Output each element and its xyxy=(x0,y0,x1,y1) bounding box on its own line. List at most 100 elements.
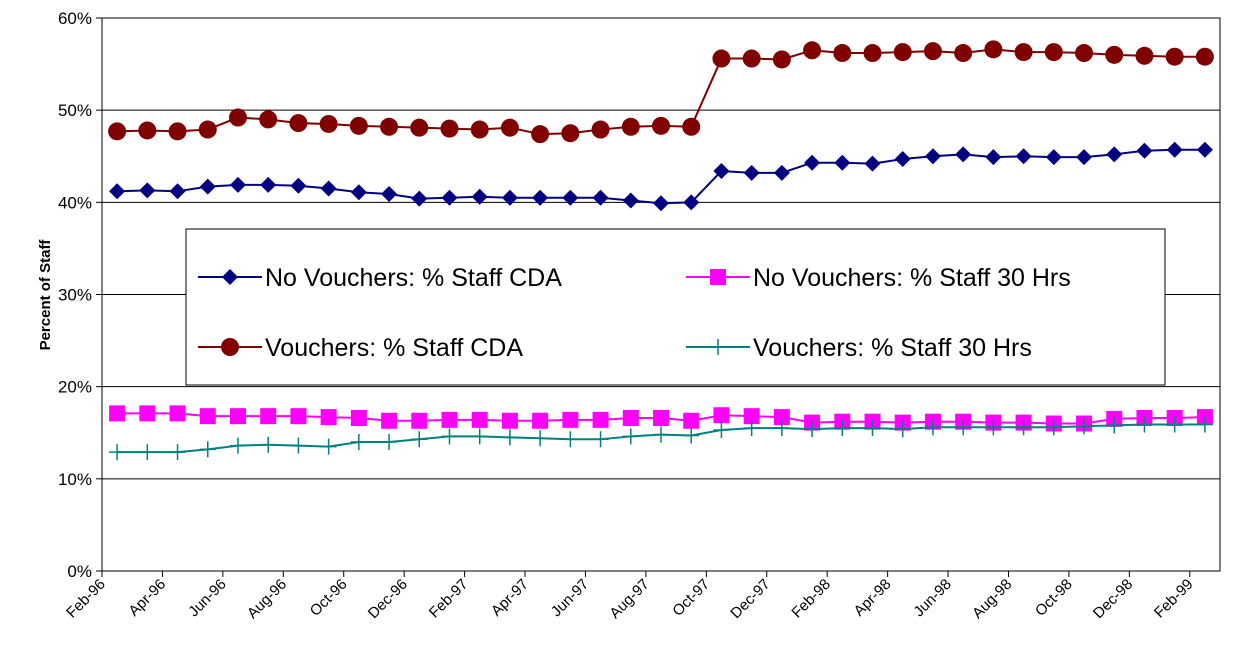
data-point xyxy=(772,50,791,69)
data-point xyxy=(985,149,1002,166)
data-point xyxy=(1044,43,1063,62)
data-point xyxy=(169,405,186,422)
x-tick-label: Feb-98 xyxy=(788,576,834,622)
data-point xyxy=(1196,416,1213,433)
data-point xyxy=(1014,43,1033,62)
data-point xyxy=(500,118,519,137)
data-point xyxy=(381,412,398,429)
data-point xyxy=(622,192,639,209)
data-point xyxy=(1165,47,1184,66)
data-point xyxy=(532,189,549,206)
data-point xyxy=(138,121,157,140)
data-point xyxy=(743,164,760,181)
data-point xyxy=(470,120,489,139)
data-point xyxy=(954,44,973,63)
data-point xyxy=(471,188,488,205)
data-point xyxy=(471,428,488,445)
data-point xyxy=(923,42,942,61)
y-tick-label: 60% xyxy=(58,9,92,28)
data-point xyxy=(260,176,277,193)
data-point xyxy=(984,40,1003,59)
data-point xyxy=(893,43,912,62)
data-point xyxy=(1136,416,1153,433)
data-point xyxy=(290,437,307,454)
data-point xyxy=(924,419,941,436)
data-point xyxy=(562,189,579,206)
data-point xyxy=(350,433,367,450)
data-point xyxy=(683,427,700,444)
data-point xyxy=(1105,45,1124,64)
x-tick-label: Feb-96 xyxy=(63,576,109,622)
legend-label: Vouchers: % Staff CDA xyxy=(265,334,523,362)
data-point xyxy=(1136,142,1153,159)
x-tick-label: Apr-98 xyxy=(851,576,895,620)
data-point xyxy=(501,189,518,206)
data-point xyxy=(864,420,881,437)
data-point xyxy=(441,428,458,445)
data-point xyxy=(411,190,428,207)
x-tick-label: Apr-96 xyxy=(125,576,169,620)
data-point xyxy=(501,429,518,446)
data-point xyxy=(591,120,610,139)
data-point xyxy=(441,189,458,206)
data-point xyxy=(228,108,247,127)
x-tick-label: Jun-98 xyxy=(910,576,954,620)
data-point xyxy=(1166,141,1183,158)
data-point xyxy=(622,410,639,427)
data-point xyxy=(1015,419,1032,436)
y-tick-label: 30% xyxy=(58,286,92,305)
data-point xyxy=(532,412,549,429)
data-point xyxy=(168,122,187,141)
data-point xyxy=(259,110,278,129)
data-point xyxy=(1106,417,1123,434)
x-tick-label: Apr-97 xyxy=(488,576,532,620)
x-tick-label: Dec-97 xyxy=(727,576,773,622)
data-point xyxy=(260,408,277,425)
data-point xyxy=(501,412,518,429)
y-tick-label: 0% xyxy=(67,562,92,581)
legend-label: Vouchers: % Staff 30 Hrs xyxy=(753,334,1032,362)
data-point xyxy=(169,183,186,200)
data-point xyxy=(713,407,730,424)
data-point xyxy=(743,408,760,425)
data-point xyxy=(653,426,669,443)
data-point xyxy=(289,114,308,133)
data-point xyxy=(350,184,367,201)
data-point xyxy=(803,41,822,60)
data-point xyxy=(320,409,337,426)
x-tick-label: Dec-98 xyxy=(1090,576,1136,622)
y-tick-label: 50% xyxy=(58,101,92,120)
data-point xyxy=(169,444,186,461)
y-tick-label: 20% xyxy=(58,378,92,397)
data-point xyxy=(713,162,730,179)
data-point xyxy=(350,410,367,427)
data-point xyxy=(381,186,398,203)
x-tick-label: Oct-96 xyxy=(307,576,351,620)
data-point xyxy=(290,177,307,194)
data-point xyxy=(441,411,458,428)
data-point xyxy=(139,182,156,199)
data-point xyxy=(742,49,761,68)
data-point xyxy=(652,116,670,135)
data-point xyxy=(471,411,488,428)
x-tick-label: Aug-98 xyxy=(969,576,1015,622)
x-tick-label: Feb-97 xyxy=(426,576,472,622)
data-point xyxy=(863,44,882,63)
data-point xyxy=(653,195,669,212)
data-point xyxy=(653,410,669,427)
x-tick-label: Oct-97 xyxy=(669,576,713,620)
plot-border xyxy=(101,17,1221,572)
data-point xyxy=(109,444,126,461)
x-tick-label: Feb-99 xyxy=(1151,576,1197,622)
x-tick-label: Jun-96 xyxy=(185,576,229,620)
data-point xyxy=(773,164,790,181)
data-point xyxy=(1106,146,1123,163)
data-point xyxy=(773,420,790,437)
data-point xyxy=(1075,44,1094,63)
data-point xyxy=(562,431,579,448)
data-point xyxy=(834,420,851,437)
data-point xyxy=(108,122,127,141)
data-point xyxy=(833,44,852,63)
data-point xyxy=(1015,148,1032,165)
